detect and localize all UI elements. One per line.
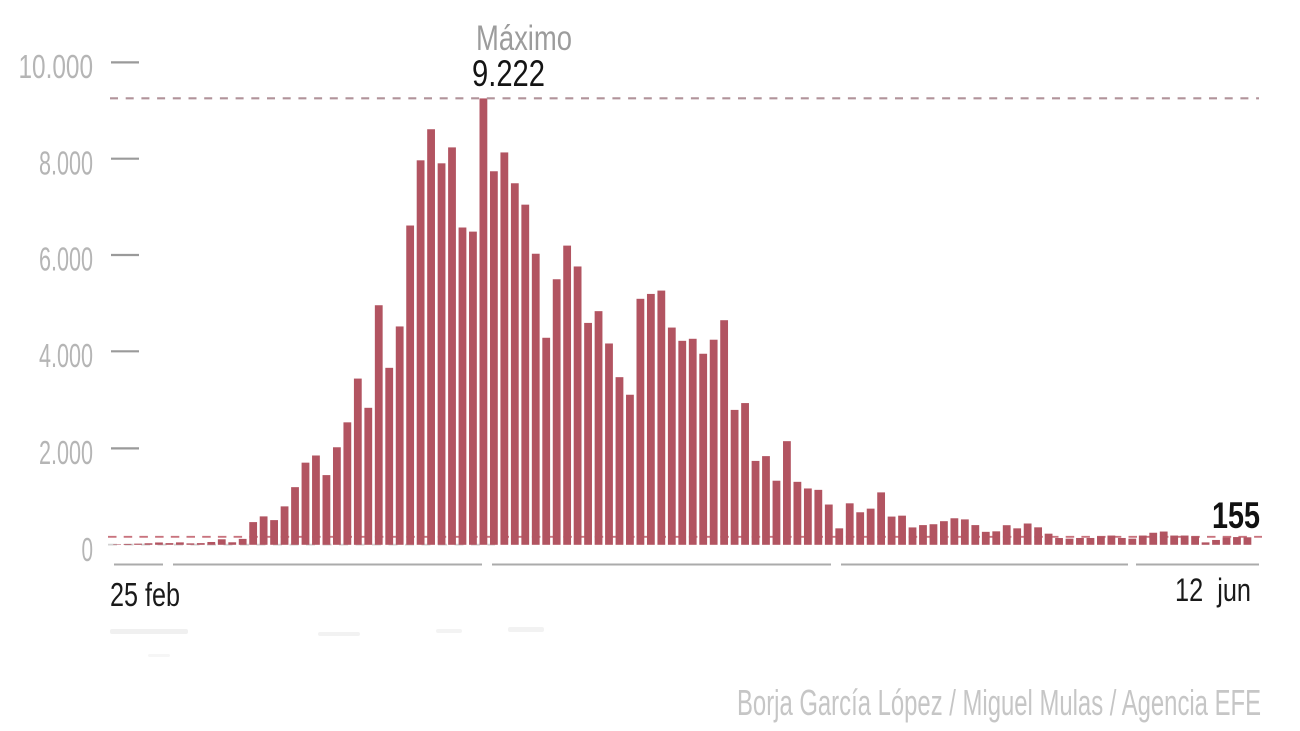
svg-text:12 jun: 12 jun (1175, 572, 1251, 608)
svg-text:Borja García López / Miguel Mu: Borja García López / Miguel Mulas / Agen… (737, 682, 1261, 723)
svg-text:6.000: 6.000 (39, 241, 93, 278)
svg-text:0: 0 (82, 531, 94, 568)
svg-text:9.222: 9.222 (472, 53, 545, 94)
svg-text:10.000: 10.000 (19, 48, 94, 85)
svg-text:2.000: 2.000 (39, 434, 93, 471)
svg-text:Máximo: Máximo (476, 19, 572, 58)
svg-text:155: 155 (1212, 495, 1260, 536)
svg-text:25 feb: 25 feb (110, 576, 180, 613)
svg-text:4.000: 4.000 (39, 337, 93, 374)
svg-text:8.000: 8.000 (39, 144, 93, 181)
